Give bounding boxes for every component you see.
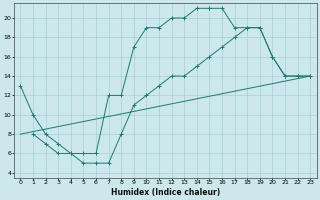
X-axis label: Humidex (Indice chaleur): Humidex (Indice chaleur) [111,188,220,197]
